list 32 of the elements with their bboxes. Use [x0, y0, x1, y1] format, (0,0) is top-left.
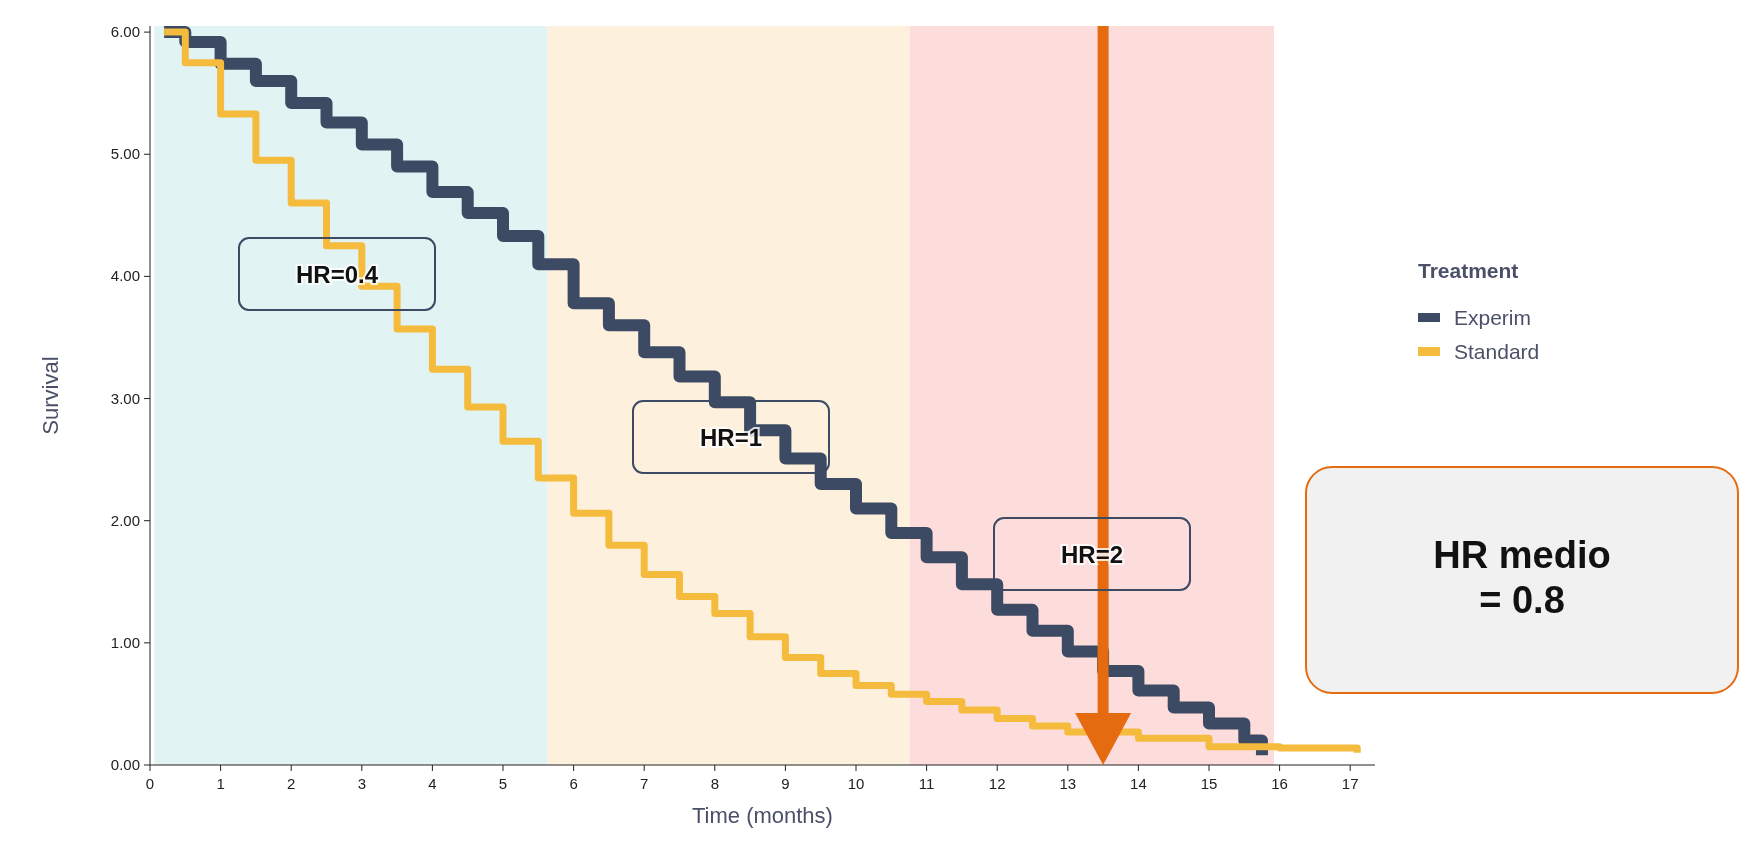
x-tick-label: 17 — [1341, 775, 1359, 792]
x-tick-label: 16 — [1271, 775, 1288, 792]
y-tick-label: 1.00 — [110, 633, 140, 651]
x-axis-title: Time (months) — [691, 803, 833, 828]
y-axis-title: Survival — [38, 356, 63, 435]
legend-title: Treatment — [1418, 259, 1519, 282]
y-tick-label: 6.00 — [110, 23, 140, 41]
x-tick-label: 8 — [710, 775, 719, 792]
x-tick-label: 6 — [569, 775, 578, 792]
legend-label: Experim — [1454, 306, 1532, 329]
legend-label: Standard — [1454, 340, 1540, 363]
y-tick-label: 0.00 — [110, 756, 140, 773]
y-tick-label: 5.00 — [110, 145, 140, 163]
x-tick-label: 1 — [216, 775, 225, 792]
x-tick-label: 15 — [1200, 775, 1218, 792]
y-tick-label: 2.00 — [110, 511, 140, 529]
x-tick-label: 10 — [847, 775, 865, 792]
callout-box: HR medio = 0.8 — [1305, 466, 1739, 694]
y-tick-label: 4.00 — [110, 267, 140, 285]
x-tick-label: 0 — [145, 775, 155, 792]
x-tick-label: 3 — [357, 775, 366, 792]
x-tick-label: 4 — [428, 775, 437, 792]
y-tick-label: 3.00 — [110, 389, 140, 407]
annotation: HR=1 — [699, 424, 763, 451]
x-tick-label: 12 — [988, 775, 1006, 792]
x-tick-label: 14 — [1130, 775, 1147, 792]
x-tick-label: 9 — [781, 775, 790, 792]
x-tick-label: 7 — [640, 775, 649, 792]
x-tick-label: 11 — [918, 775, 935, 792]
x-tick-label: 13 — [1059, 775, 1077, 792]
x-tick-label: 2 — [287, 775, 296, 792]
x-tick-label: 5 — [498, 775, 508, 792]
